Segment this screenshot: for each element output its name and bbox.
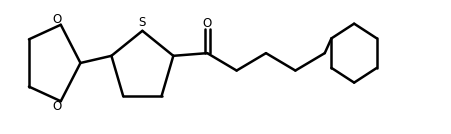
- Text: O: O: [52, 100, 62, 113]
- Text: O: O: [202, 17, 212, 30]
- Text: O: O: [52, 13, 62, 26]
- Text: S: S: [138, 16, 146, 29]
